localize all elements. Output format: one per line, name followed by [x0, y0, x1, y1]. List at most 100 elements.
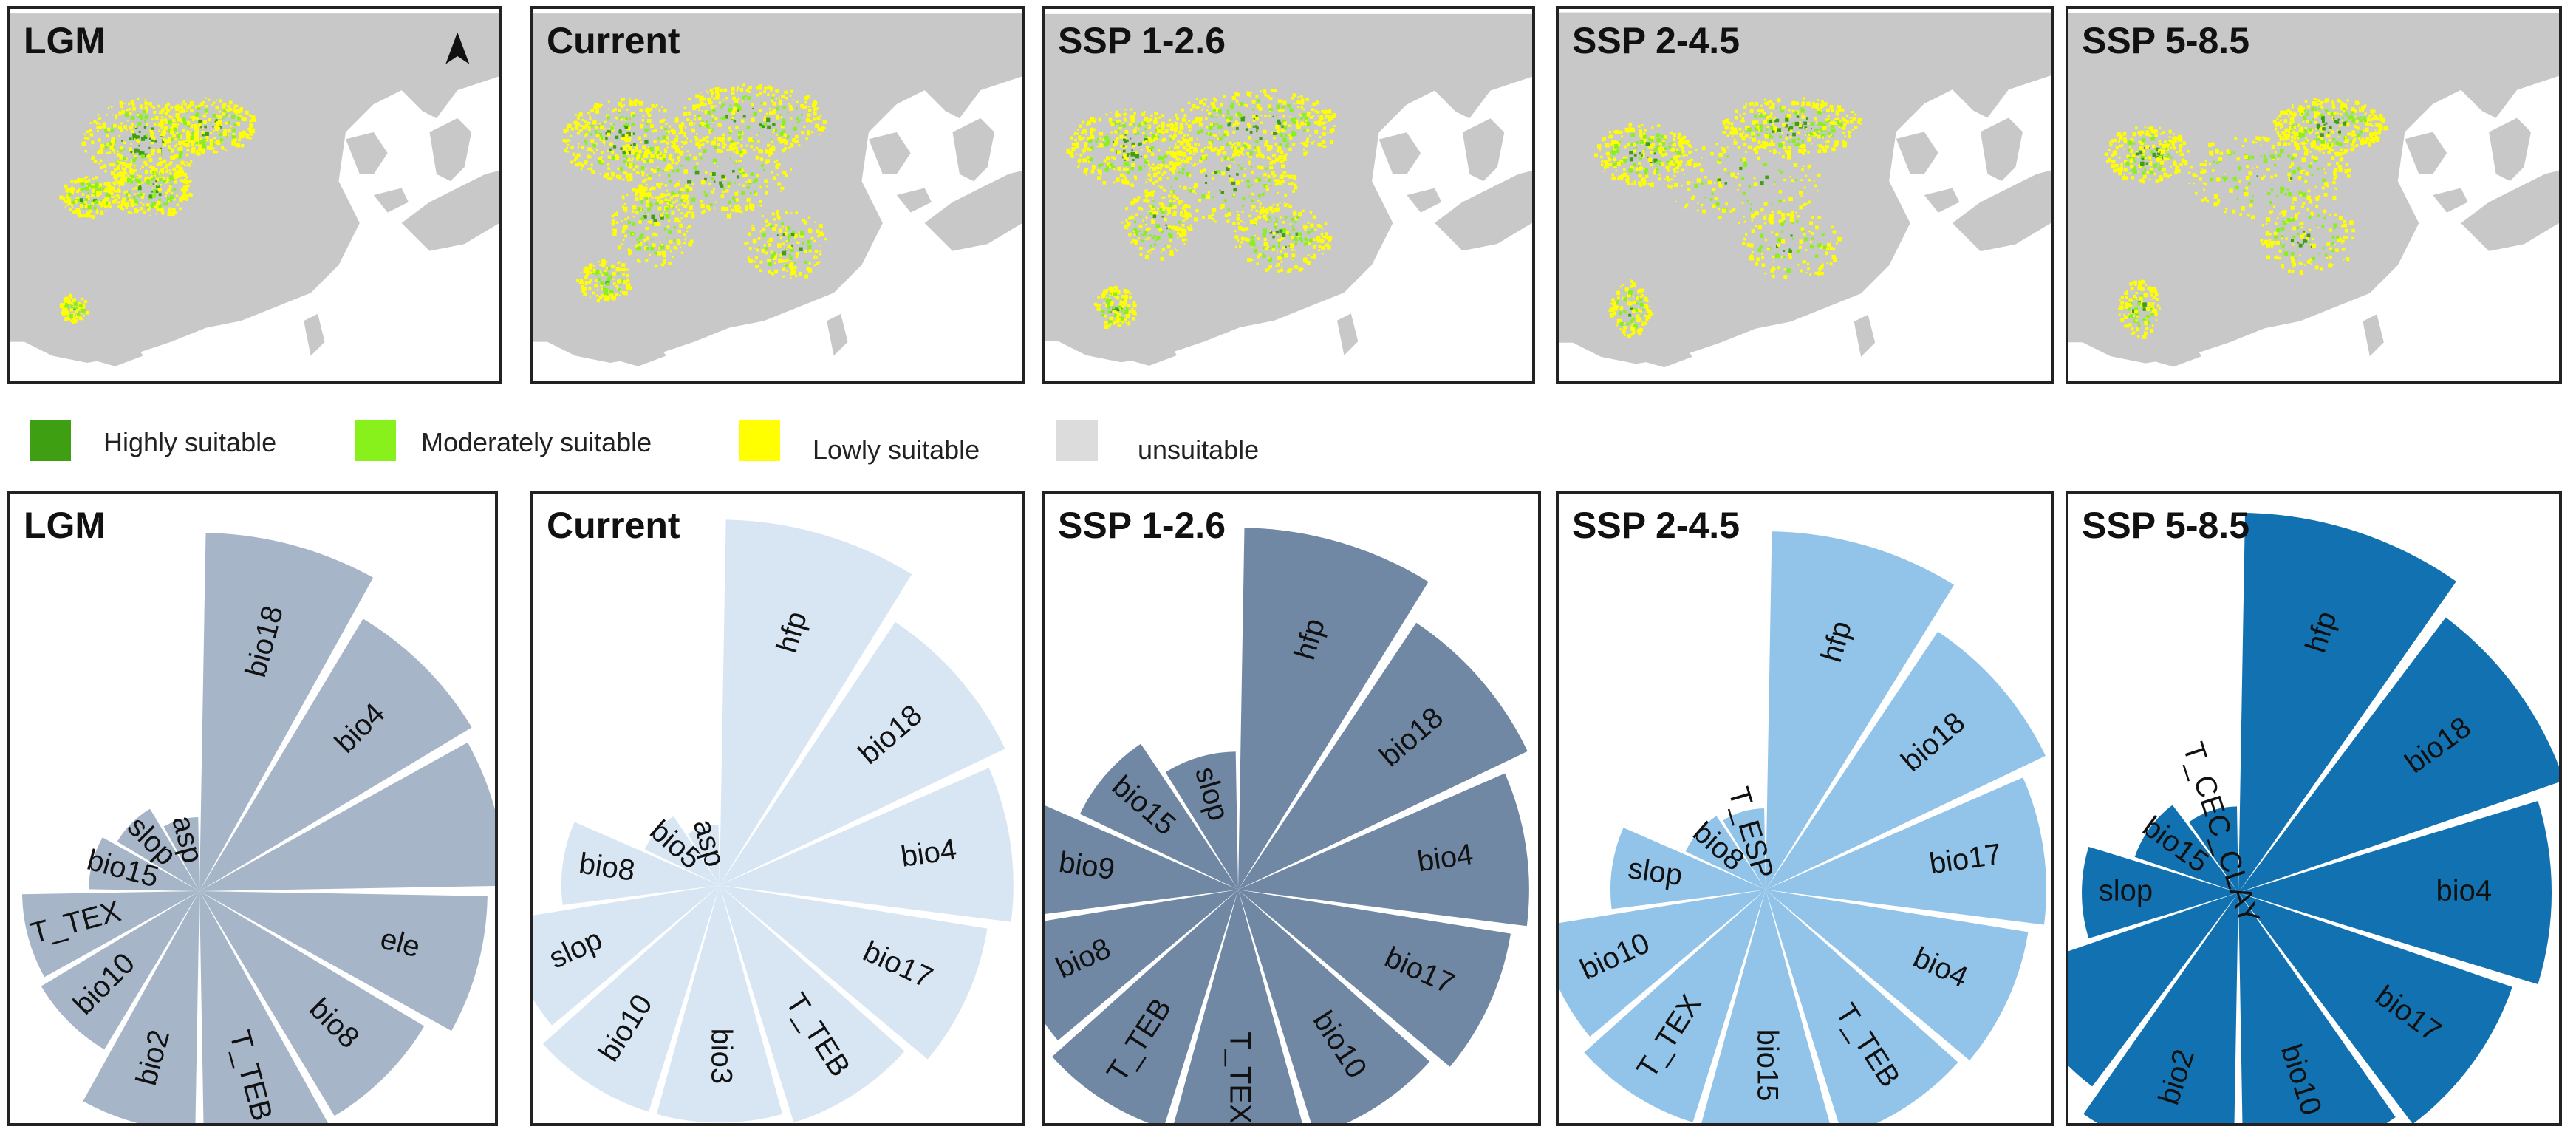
rose-title: SSP 5-8.5	[2082, 505, 2250, 546]
map-current	[533, 13, 1022, 377]
map-ssp245	[1559, 12, 2051, 378]
rose-sector-label: bio8	[577, 848, 637, 887]
rose-sector-label: bio9	[1057, 846, 1117, 886]
rose-sector	[542, 885, 720, 1112]
rose-sector	[2189, 806, 2238, 893]
rose-panel-ssp585: SSP 5-8.5 hfp bio18 bio4 bio17 bio10 bio2 slop…	[2066, 491, 2562, 1126]
legend-label: Moderately suitable	[421, 427, 652, 457]
legend-label: unsuitable	[1138, 434, 1260, 465]
land-area	[2405, 132, 2447, 174]
map-title: Current	[547, 20, 680, 61]
rose-sector	[2238, 801, 2552, 984]
rose-sector	[1766, 890, 2029, 1060]
rose-sector-label: bio4	[2436, 875, 2492, 907]
land-area	[1924, 188, 1960, 213]
land-area	[373, 188, 409, 213]
rose-sector	[2068, 893, 2238, 1087]
land-area	[2068, 13, 2559, 364]
rose-sector	[1238, 890, 1430, 1123]
legend-swatch	[355, 420, 396, 461]
rose-sector	[2238, 893, 2512, 1123]
rose-sector	[720, 768, 1014, 922]
rose-sector	[199, 533, 374, 891]
rose-sector-label: bio3	[705, 1028, 737, 1084]
rose-sector	[199, 618, 472, 891]
land-area	[401, 170, 499, 251]
legend-label: Highly suitable	[103, 427, 277, 457]
rose-sector-label: T_TEX	[1223, 1032, 1256, 1123]
rose-sector	[1610, 828, 1766, 910]
rose-sector	[1238, 528, 1429, 890]
land-area	[896, 188, 932, 213]
land-area	[1045, 13, 1532, 363]
rose-panel-lgm: LGM bio18 bio4 ele bio8 T_TEB bio2 bio10 T_TEX b…	[7, 491, 498, 1126]
rose-chart-ssp585: hfpbio18bio4bio17bio10bio2slopbio15T_CEC…	[2068, 513, 2559, 1123]
land-area	[533, 13, 1022, 363]
rose-panel-ssp245: SSP 2-4.5 hfp bio18 bio17 bio4 T_TEB bio15 T_T…	[1556, 491, 2054, 1126]
map-title: LGM	[24, 20, 106, 61]
rose-panel-ssp126: SSP 1-2.6 hfp bio18 bio4 bio17 bio10 T_TEX T_T…	[1042, 491, 1541, 1126]
rose-sector	[2134, 805, 2238, 893]
rose-sector	[1045, 805, 1238, 915]
rose-panel-current: Current hfp bio18 bio4 bio17 T_TEB bio3 bio10 s…	[530, 491, 1025, 1126]
land-area	[1639, 335, 1692, 368]
land-area	[1952, 170, 2051, 252]
rose-sector-label: slop	[1626, 852, 1684, 892]
rose-title: Current	[547, 505, 680, 546]
rose-sector	[1559, 890, 1766, 1037]
map-ssp126	[1045, 13, 1532, 377]
land-area	[2433, 188, 2468, 213]
rose-sector	[163, 817, 199, 891]
rose-sector-label: slop	[2099, 875, 2153, 907]
rose-title: LGM	[24, 505, 106, 546]
legend-label: Lowly suitable	[813, 434, 980, 465]
suitability-legend: Highly suitable Moderately suitable Lowl…	[30, 420, 1433, 471]
rose-sector	[83, 891, 199, 1123]
map-title: SSP 5-8.5	[2082, 20, 2250, 61]
rose-sector	[720, 519, 912, 885]
land-area	[1337, 313, 1359, 355]
rose-sector	[688, 825, 720, 885]
rose-sector	[199, 891, 425, 1116]
rose-sector	[2238, 893, 2396, 1123]
rose-sector	[199, 742, 495, 891]
rose-sector	[1079, 743, 1238, 890]
rose-sector	[720, 885, 905, 1123]
land-area	[1378, 132, 1421, 174]
rose-sector	[1723, 808, 1766, 890]
land-area	[1980, 117, 2023, 181]
rose-sector	[1238, 890, 1511, 1067]
rose-chart-ssp245: hfpbio18bio17bio4T_TEBbio15T_TEXbio10slo…	[1559, 531, 2046, 1123]
map-panel-ssp585: SSP 5-8.5	[2066, 6, 2562, 384]
rose-sector	[1238, 773, 1529, 927]
rose-sector	[1766, 631, 2046, 890]
rose-sector	[720, 621, 1005, 885]
rose-chart-lgm: bio18bio4elebio8T_TEBbio2bio10T_TEXbio15…	[22, 533, 495, 1123]
rose-sector	[656, 885, 783, 1123]
rose-sector	[2238, 513, 2456, 893]
land-area	[1124, 334, 1178, 366]
land-area	[952, 117, 995, 182]
rose-sector	[1701, 890, 1830, 1123]
land-area	[1435, 171, 1532, 251]
suitability-cells	[2104, 98, 2388, 339]
rose-title: SSP 2-4.5	[1572, 505, 1740, 546]
rose-sector	[1685, 816, 1766, 890]
map-ssp585	[2068, 13, 2559, 378]
land-area	[2489, 117, 2532, 182]
land-area	[2461, 170, 2559, 251]
rose-sector	[1766, 777, 2046, 925]
rose-sector	[89, 837, 199, 891]
land-area	[304, 313, 325, 356]
map-lgm	[10, 13, 499, 377]
rose-chart-ssp126: hfpbio18bio4bio17bio10T_TEXT_TEBbio8bio9…	[1045, 528, 1529, 1123]
land-area	[613, 335, 666, 366]
land-area	[924, 170, 1022, 251]
suitability-cells	[1593, 97, 1862, 338]
map-title: SSP 2-4.5	[1572, 20, 1740, 61]
rose-sector-label: bio4	[1415, 838, 1475, 878]
rose-sector	[1238, 622, 1528, 890]
land-area	[90, 335, 143, 366]
land-area	[868, 132, 911, 174]
